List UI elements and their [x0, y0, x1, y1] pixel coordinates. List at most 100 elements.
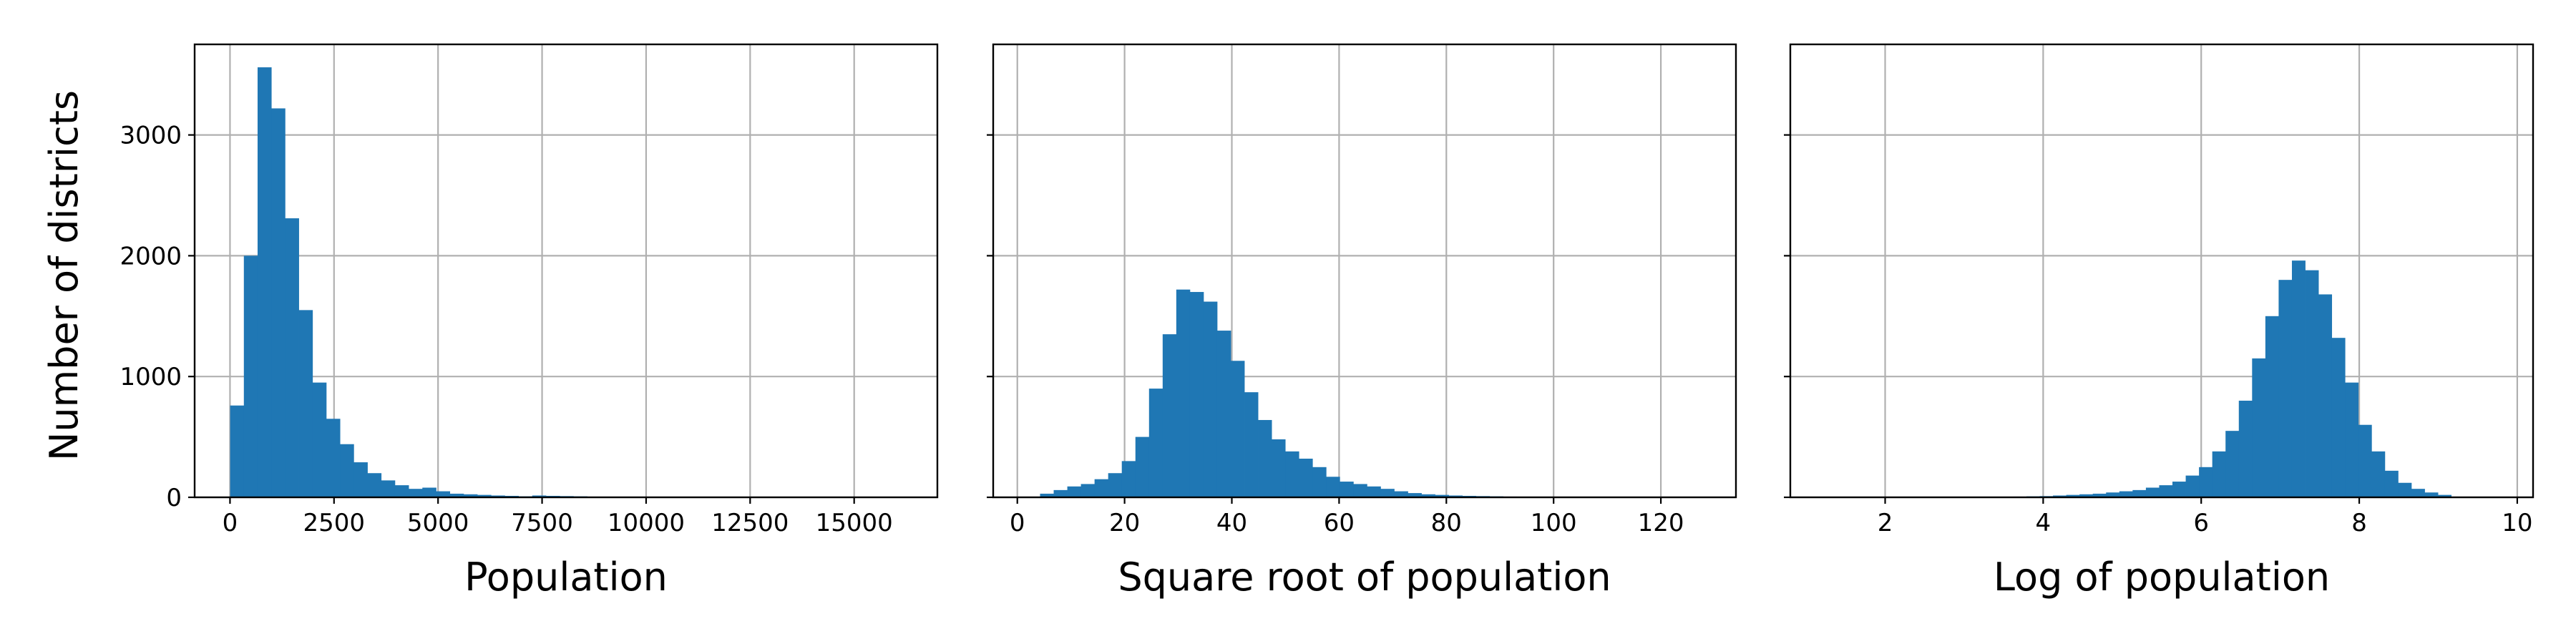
histogram-bar [532, 495, 547, 497]
x-tick-label: 0 [223, 509, 238, 537]
histogram-bar [422, 487, 436, 497]
x-tick-label: 40 [1216, 509, 1247, 537]
x-tick-label: 100 [1531, 509, 1577, 537]
histogram-bar [2066, 494, 2080, 497]
y-axis-title: Number of districts [42, 90, 87, 461]
histogram-bar [312, 382, 327, 497]
histogram-bar [1326, 477, 1340, 497]
histogram-bar [2238, 400, 2253, 497]
histogram-bar [2384, 470, 2399, 497]
histogram-bar [1148, 389, 1163, 497]
panel-log-population: 2 4 6 8 10 Log of population [1784, 43, 2534, 600]
histogram-bar [1258, 419, 1272, 497]
histogram-bar [2199, 467, 2213, 497]
x-tick-label: 2 [1878, 509, 1893, 537]
histogram-bar [381, 480, 396, 497]
x-axis-title: Square root of population [1118, 555, 1611, 600]
x-tick-label: 20 [1109, 509, 1140, 537]
histogram-bar [1216, 331, 1231, 497]
histogram-bar [449, 493, 464, 497]
histogram-bar [436, 491, 451, 497]
histogram-bar [2172, 482, 2186, 497]
histogram-bar [2291, 260, 2306, 497]
histogram-bar [2371, 451, 2386, 497]
y-tick-label: 0 [166, 484, 182, 512]
histogram-bar [1299, 458, 1313, 497]
histogram-bar [285, 218, 299, 497]
histogram-bar [1285, 451, 1299, 497]
histogram-bar [1353, 484, 1367, 497]
histogram-bar [1244, 392, 1259, 497]
x-tick-label: 7500 [511, 509, 573, 537]
histogram-bar [230, 405, 245, 497]
y-tick-label: 2000 [119, 242, 182, 270]
x-tick-label: 6 [2193, 509, 2209, 537]
histogram-bar [2252, 358, 2266, 497]
histogram-bar [1380, 489, 1395, 497]
histogram-bar [243, 255, 258, 497]
x-tick-label: 10000 [608, 509, 685, 537]
x-tick-label: 2500 [303, 509, 366, 537]
x-tick-label: 5000 [407, 509, 469, 537]
axes-frame [193, 43, 939, 499]
histogram-bar [2053, 495, 2067, 497]
histogram-bar [2159, 485, 2173, 497]
histogram-bar [1162, 334, 1177, 497]
histogram-bar [2411, 489, 2425, 497]
x-tick-label: 120 [1638, 509, 1684, 537]
histogram-panels: 0 2500 5000 7500 10000 12500 15000010002000300… [119, 43, 2534, 600]
histogram-bar [1367, 486, 1381, 497]
x-tick-label: 8 [2351, 509, 2367, 537]
histogram-bar [2265, 316, 2279, 497]
histogram-bar [367, 473, 382, 497]
histogram-bar [1421, 494, 1435, 497]
bars-population [230, 67, 917, 498]
histogram-bar [463, 494, 478, 497]
histogram-bar [1312, 467, 1327, 497]
x-tick-label: 80 [1431, 509, 1462, 537]
y-tick-label: 3000 [119, 122, 182, 150]
histogram-bar [1067, 486, 1082, 497]
x-tick-label: 15000 [816, 509, 893, 537]
y-tick-label: 1000 [119, 363, 182, 391]
histogram-bar [1094, 479, 1109, 497]
histogram-bar [394, 485, 409, 497]
histogram-bar [477, 494, 492, 497]
histogram-bar [1435, 494, 1449, 497]
histogram-bar [2079, 494, 2094, 497]
x-tick-label: 10 [2502, 509, 2532, 537]
histogram-bar [1394, 491, 1408, 497]
histogram-bar [409, 489, 423, 497]
x-axis-title: Log of population [1994, 555, 2330, 600]
histogram-bar [1448, 495, 1463, 497]
histogram-bar [1080, 484, 1096, 497]
histogram-bar [1189, 292, 1204, 497]
histogram-bar [1203, 301, 1218, 497]
histogram-bar [353, 462, 368, 497]
bars-log-population [1814, 260, 2479, 497]
grid-population [195, 44, 937, 499]
x-tick-label: 60 [1324, 509, 1355, 537]
histogram-bar [2358, 424, 2372, 497]
histogram-bar [2225, 431, 2240, 497]
histogram-bar [1340, 482, 1354, 497]
histogram-bar [2318, 294, 2333, 497]
histogram-bar [1053, 489, 1068, 497]
x-axis-title: Population [464, 555, 668, 600]
histogram-bar [1040, 493, 1054, 497]
grid-sqrt-population [993, 44, 1736, 499]
histogram-bar [1231, 361, 1245, 497]
grid-log-population [1790, 44, 2533, 499]
histogram-bar [271, 108, 286, 498]
histogram-bar [1135, 436, 1150, 497]
histogram-bar [2278, 280, 2293, 497]
histogram-bar [2119, 491, 2133, 497]
histogram-bar [2145, 487, 2160, 497]
histogram-bar [491, 495, 505, 497]
histogram-bar [2345, 382, 2359, 497]
histogram-bar [2212, 451, 2226, 497]
histogram-bar [2305, 270, 2319, 497]
histogram-bar [1407, 493, 1422, 497]
histogram-bar [2331, 338, 2346, 497]
histogram-bar [1121, 461, 1136, 497]
